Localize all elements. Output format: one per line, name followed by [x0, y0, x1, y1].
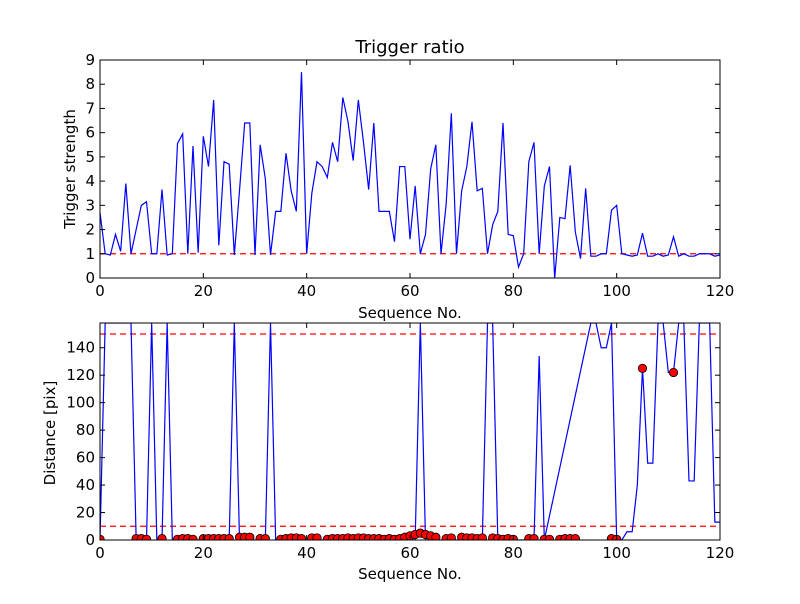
- y-tick-label: 4: [85, 172, 95, 190]
- data-point: [637, 363, 648, 373]
- y-tick-label: 60: [76, 449, 95, 467]
- data-point: [668, 367, 679, 378]
- x-tick-label: 40: [297, 282, 316, 300]
- data-point: [188, 534, 198, 540]
- x-tick-label: 20: [194, 544, 213, 562]
- chart-title: Trigger ratio: [354, 37, 464, 58]
- y-tick-label: 9: [85, 51, 95, 69]
- y-tick-label: 80: [76, 421, 95, 439]
- x-tick-label: 100: [602, 282, 631, 300]
- y-tick-label: 120: [66, 366, 95, 384]
- data-point: [260, 534, 270, 540]
- x-tick-label: 0: [95, 544, 105, 562]
- data-point: [245, 532, 255, 540]
- plot-area: [100, 323, 720, 540]
- plot-frame: [99, 59, 721, 279]
- y-tick-label: 0: [85, 531, 95, 549]
- y-tick-label: 20: [76, 504, 95, 522]
- y-tick-label: 140: [66, 339, 95, 357]
- x-axis-label: Sequence No.: [358, 304, 462, 322]
- data-point: [570, 534, 580, 540]
- y-tick-label: 1: [85, 245, 95, 263]
- y-tick-label: 3: [85, 196, 95, 214]
- y-axis-label: Trigger strength: [61, 109, 79, 230]
- y-tick-label: 40: [76, 476, 95, 494]
- data-point: [157, 534, 167, 540]
- x-tick-label: 0: [95, 282, 105, 300]
- y-tick-label: 2: [85, 221, 95, 239]
- data-point: [224, 534, 234, 540]
- x-tick-label: 100: [602, 544, 631, 562]
- x-tick-label: 20: [194, 282, 213, 300]
- plot-frame: [99, 322, 721, 541]
- data-point: [529, 534, 539, 540]
- data-point: [141, 534, 152, 540]
- y-tick-label: 5: [85, 148, 95, 166]
- x-tick-label: 60: [400, 544, 419, 562]
- x-axis-label: Sequence No.: [358, 565, 462, 583]
- x-tick-label: 80: [504, 544, 523, 562]
- data-point: [446, 533, 456, 540]
- y-tick-label: 6: [85, 124, 95, 142]
- data-point: [544, 534, 555, 540]
- y-tick-label: 7: [85, 99, 95, 117]
- distance-panel: Sequence No. Distance [pix] 0 20 40 60 80 100…: [41, 322, 735, 583]
- y-axis-label: Distance [pix]: [41, 381, 59, 486]
- data-point: [477, 533, 487, 540]
- x-tick-label: 80: [504, 282, 523, 300]
- y-tick-label: 8: [85, 75, 95, 93]
- series-line: [100, 72, 720, 278]
- data-point: [296, 534, 307, 540]
- series-line: [100, 323, 720, 540]
- data-point: [431, 532, 441, 540]
- y-tick-label: 100: [66, 394, 95, 412]
- y-tick-label: 0: [85, 269, 95, 287]
- data-point: [312, 533, 322, 540]
- x-tick-label: 60: [400, 282, 419, 300]
- x-tick-label: 40: [297, 544, 316, 562]
- x-tick-label: 120: [706, 544, 735, 562]
- trigger-ratio-panel: Trigger ratio Sequence No. Trigger stren…: [61, 37, 734, 322]
- plot-area: [100, 72, 720, 278]
- x-tick-label: 120: [706, 282, 735, 300]
